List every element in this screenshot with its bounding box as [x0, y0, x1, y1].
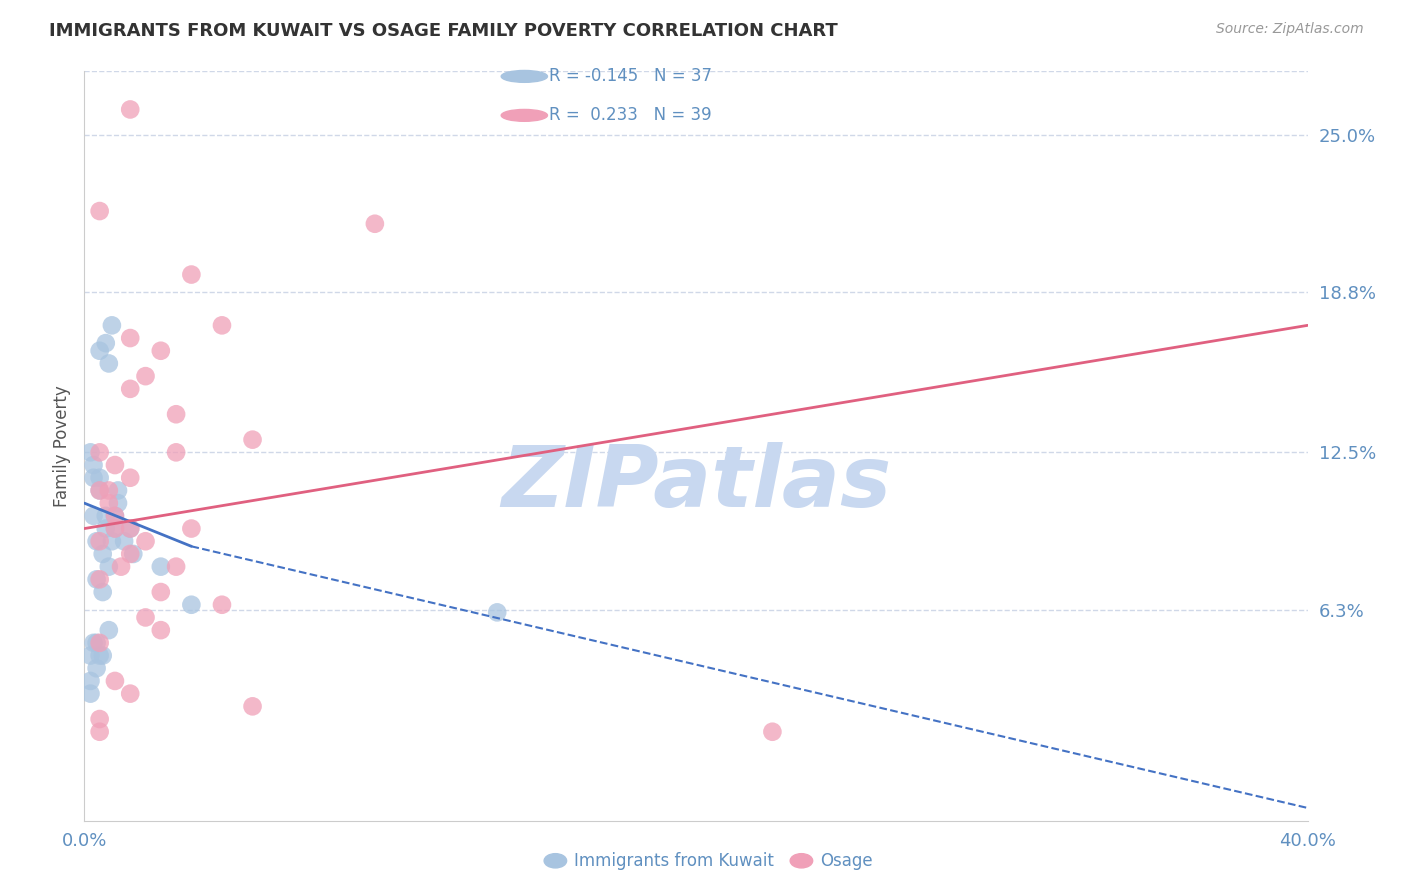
Point	[120, 687, 142, 701]
Point	[101, 534, 124, 549]
Point	[89, 636, 111, 650]
Point	[101, 318, 124, 333]
Point	[89, 483, 111, 498]
Point	[211, 598, 233, 612]
Point	[89, 712, 111, 726]
Point	[89, 471, 111, 485]
Point	[94, 522, 117, 536]
Point	[149, 623, 172, 637]
Point	[120, 471, 142, 485]
Point	[83, 458, 105, 472]
Point	[486, 606, 509, 620]
Point	[104, 673, 127, 688]
Point	[83, 636, 105, 650]
Point	[94, 336, 117, 351]
Point	[149, 343, 172, 358]
Circle shape	[501, 70, 547, 82]
Point	[86, 661, 108, 675]
Point	[112, 534, 135, 549]
Point	[89, 572, 111, 586]
Point	[165, 407, 187, 421]
Point	[86, 636, 108, 650]
Point	[110, 559, 132, 574]
Point	[97, 356, 120, 370]
Text: Source: ZipAtlas.com: Source: ZipAtlas.com	[1216, 22, 1364, 37]
Point	[107, 483, 129, 498]
Point	[120, 547, 142, 561]
Point	[180, 598, 202, 612]
Text: R = -0.145   N = 37: R = -0.145 N = 37	[550, 68, 711, 86]
Point	[165, 445, 187, 459]
Point	[180, 522, 202, 536]
Point	[86, 534, 108, 549]
Point	[97, 623, 120, 637]
Point	[104, 508, 127, 523]
Point	[364, 217, 387, 231]
Point	[165, 559, 187, 574]
Point	[79, 673, 101, 688]
Point	[83, 508, 105, 523]
Text: IMMIGRANTS FROM KUWAIT VS OSAGE FAMILY POVERTY CORRELATION CHART: IMMIGRANTS FROM KUWAIT VS OSAGE FAMILY P…	[49, 22, 838, 40]
Point	[89, 648, 111, 663]
Point	[149, 585, 172, 599]
Point	[135, 610, 157, 624]
Point	[242, 433, 264, 447]
Text: Osage: Osage	[820, 852, 872, 870]
Point	[107, 496, 129, 510]
Text: ZIPatlas: ZIPatlas	[501, 442, 891, 525]
Point	[94, 508, 117, 523]
Point	[79, 687, 101, 701]
Text: R =  0.233   N = 39: R = 0.233 N = 39	[550, 106, 711, 124]
Point	[104, 522, 127, 536]
Point	[89, 483, 111, 498]
Point	[122, 547, 145, 561]
Point	[79, 445, 101, 459]
Point	[120, 103, 142, 117]
Y-axis label: Family Poverty: Family Poverty	[53, 385, 72, 507]
Point	[104, 458, 127, 472]
Point	[104, 522, 127, 536]
Point	[89, 445, 111, 459]
Circle shape	[501, 110, 547, 121]
Point	[91, 547, 114, 561]
Point	[97, 483, 120, 498]
Point	[120, 522, 142, 536]
Point	[86, 572, 108, 586]
Point	[83, 471, 105, 485]
Point	[120, 331, 142, 345]
Text: Immigrants from Kuwait: Immigrants from Kuwait	[574, 852, 773, 870]
Point	[89, 534, 111, 549]
Point	[89, 204, 111, 219]
Point	[97, 496, 120, 510]
Point	[91, 648, 114, 663]
Point	[89, 343, 111, 358]
Point	[120, 382, 142, 396]
Point	[180, 268, 202, 282]
Point	[135, 369, 157, 384]
Point	[79, 648, 101, 663]
Point	[120, 522, 142, 536]
Point	[149, 559, 172, 574]
Point	[104, 508, 127, 523]
Point	[91, 585, 114, 599]
Point	[135, 534, 157, 549]
Point	[761, 724, 783, 739]
Point	[242, 699, 264, 714]
Point	[97, 559, 120, 574]
Point	[211, 318, 233, 333]
Point	[89, 724, 111, 739]
